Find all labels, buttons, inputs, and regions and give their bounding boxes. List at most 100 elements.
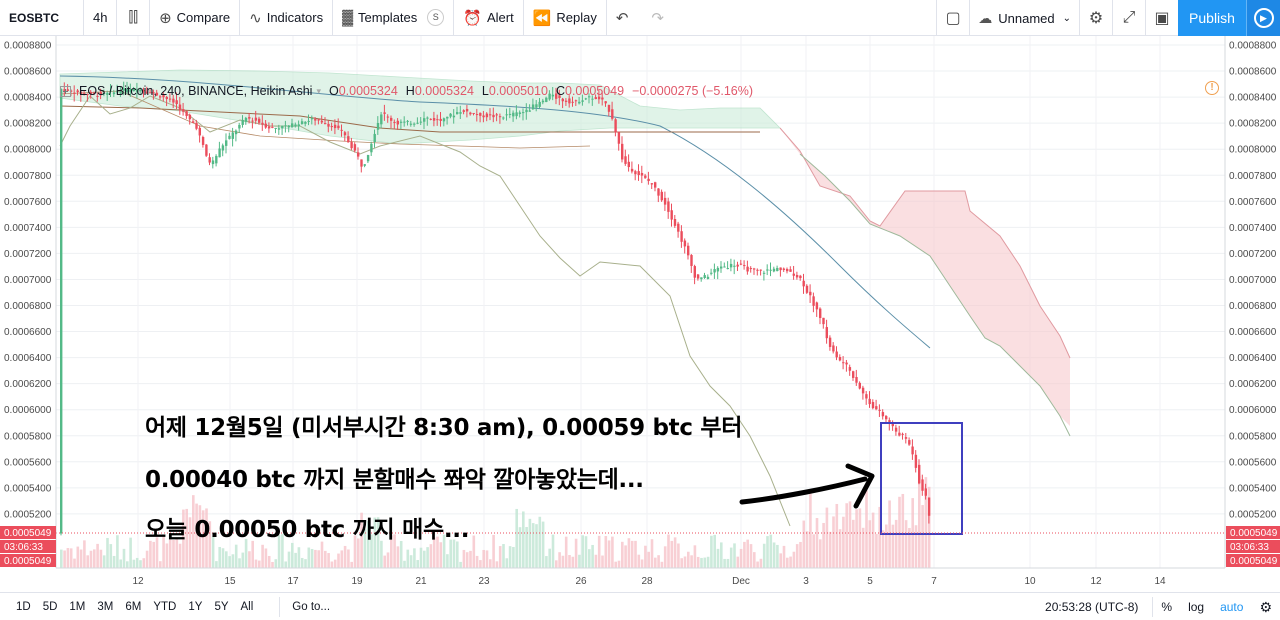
price-tick-right: 0.0008200 [1229, 119, 1277, 130]
range-1m[interactable]: 1M [69, 600, 86, 613]
price-tick-right: 0.0008800 [1229, 41, 1277, 52]
settings-button[interactable]: ⚙ [1079, 0, 1112, 36]
price-tick-left: 0.0008000 [4, 145, 52, 156]
price-tick-right: 0.0005400 [1229, 483, 1277, 494]
goto-label: Go to... [292, 600, 331, 613]
square-icon: ▢ [945, 10, 961, 27]
camera-icon: ▣ [1154, 10, 1170, 27]
templates-label: Templates [358, 10, 418, 25]
compare-button[interactable]: ⊕ Compare [150, 0, 241, 36]
range-1y[interactable]: 1Y [188, 600, 203, 613]
symbol-search[interactable]: EOSBTC [0, 0, 84, 36]
price-tick-right: 0.0006400 [1229, 353, 1277, 364]
replay-button[interactable]: ⏪ Replay [524, 0, 607, 36]
price-tick-left: 0.0008200 [4, 119, 52, 130]
range-5d[interactable]: 5D [42, 600, 58, 613]
price-tick-right: 0.0005800 [1229, 431, 1277, 442]
high-value: 0.0005324 [414, 84, 474, 98]
range-5y[interactable]: 5Y [214, 600, 229, 613]
price-tick-right: 0.0006600 [1229, 327, 1277, 338]
price-tick-right: 0.0007400 [1229, 223, 1277, 234]
percent-toggle[interactable]: % [1153, 600, 1180, 614]
time-tick: 17 [287, 576, 299, 587]
range-all[interactable]: All [240, 600, 254, 613]
play-icon: ▶ [1253, 8, 1274, 28]
indicators-icon: ∿ [249, 9, 262, 27]
chart-style-button[interactable]: ⫿⫿ [117, 0, 151, 36]
snapshot-button[interactable]: ▣ [1145, 0, 1178, 36]
templates-icon: ▓ [342, 9, 354, 26]
timezone-clock[interactable]: 20:53:28 (UTC-8) [1031, 597, 1154, 617]
undo-icon: ↶ [615, 9, 629, 27]
volume-price-tag-left: 0.0005049 [4, 556, 52, 567]
legend-caret-icon[interactable]: ▾ [316, 85, 321, 96]
range-6m[interactable]: 6M [125, 600, 142, 613]
indicators-button[interactable]: ∿ Indicators [240, 0, 334, 36]
chart-area[interactable]: 0.0008800 0.0008800 0.0008600 0.0008600 0.00… [0, 36, 1280, 592]
undo-button[interactable]: ↶ [607, 0, 643, 36]
alert-label: Alert [486, 10, 514, 25]
price-tick-left: 0.0005200 [4, 509, 52, 520]
price-tick-left: 0.0006400 [4, 353, 52, 364]
fullscreen-layout-button[interactable]: ▢ [936, 0, 969, 36]
expand-icon: ⤢ [1122, 9, 1136, 26]
fullscreen-button[interactable]: ⤢ [1112, 0, 1145, 36]
current-price-tag-left: 0.0005049 [4, 528, 52, 539]
interval-button[interactable]: 4h [84, 0, 118, 36]
percent-label: % [1161, 600, 1173, 614]
volume-price-tag-right: 0.0005049 [1230, 556, 1278, 567]
highlight-rectangle[interactable] [880, 422, 963, 535]
indicators-label: Indicators [266, 10, 324, 25]
time-tick: 26 [575, 576, 587, 587]
symbol-label: EOSBTC [9, 10, 60, 25]
price-tick-right: 0.0008000 [1229, 145, 1277, 156]
redo-button[interactable]: ↷ [642, 0, 678, 36]
templates-badge: S [427, 9, 445, 26]
current-price-tag-right: 0.0005049 [1230, 528, 1278, 539]
publish-options-button[interactable]: ▶ [1246, 0, 1280, 36]
warning-icon[interactable]: ! [1205, 81, 1219, 95]
chart-settings-button[interactable]: ⚙ [1251, 599, 1280, 616]
range-ytd[interactable]: YTD [153, 600, 177, 613]
layout-menu-button[interactable]: ☁ Unnamed ⌄ [969, 0, 1079, 36]
range-1d[interactable]: 1D [16, 600, 31, 613]
countdown-tag-right: 03:06:33 [1230, 542, 1269, 553]
goto-button[interactable]: Go to... [279, 596, 331, 617]
price-tick-left: 0.0007800 [4, 171, 52, 182]
price-chart[interactable]: 0.0008800 0.0008800 0.0008600 0.0008600 0.00… [0, 36, 1280, 592]
time-tick: 14 [1154, 576, 1166, 587]
annotation-line-3: 오늘 0.00050 btc 까지 매수... [145, 517, 470, 543]
candles-icon: ⫿⫿ [128, 9, 139, 26]
price-tick-left: 0.0007400 [4, 223, 52, 234]
templates-button[interactable]: ▓ Templates S [333, 0, 455, 36]
change-value: −0.0000275 (−5.16%) [632, 84, 754, 98]
collapse-legend-icon[interactable] [60, 85, 71, 97]
price-tick-right: 0.0007200 [1229, 249, 1277, 260]
grid-lines [56, 36, 1225, 568]
low-value: 0.0005010 [488, 84, 548, 98]
chevron-down-icon: ⌄ [1062, 12, 1071, 24]
annotation-line-2: 0.00040 btc 까지 분할매수 쫘악 깔아놓았는데... [145, 467, 644, 493]
log-toggle[interactable]: log [1180, 600, 1212, 614]
range-3m[interactable]: 3M [97, 600, 114, 613]
candles [60, 81, 931, 536]
close-value: 0.0005049 [565, 84, 625, 98]
price-tick-left: 0.0005600 [4, 457, 52, 468]
legend-title[interactable]: EOS / Bitcoin, 240, BINANCE, Heikin Ashi [79, 84, 313, 98]
publish-button[interactable]: Publish [1178, 0, 1246, 36]
replay-label: Replay [556, 10, 597, 25]
time-tick: 23 [478, 576, 490, 587]
publish-label: Publish [1189, 10, 1235, 26]
arrow-drawing[interactable] [739, 476, 868, 505]
price-tick-left: 0.0008800 [4, 41, 52, 52]
price-tick-right: 0.0007800 [1229, 171, 1277, 182]
auto-toggle[interactable]: auto [1212, 600, 1251, 614]
cloud-icon: ☁ [978, 9, 993, 26]
time-tick: 3 [803, 576, 809, 587]
clock-label: 20:53:28 (UTC-8) [1045, 600, 1139, 614]
redo-icon: ↷ [651, 9, 664, 27]
layout-name: Unnamed [998, 10, 1055, 26]
time-tick: 10 [1024, 576, 1036, 587]
chart-legend: EOS / Bitcoin, 240, BINANCE, Heikin Ashi… [60, 82, 761, 100]
alert-button[interactable]: ⏰ Alert [454, 0, 524, 36]
